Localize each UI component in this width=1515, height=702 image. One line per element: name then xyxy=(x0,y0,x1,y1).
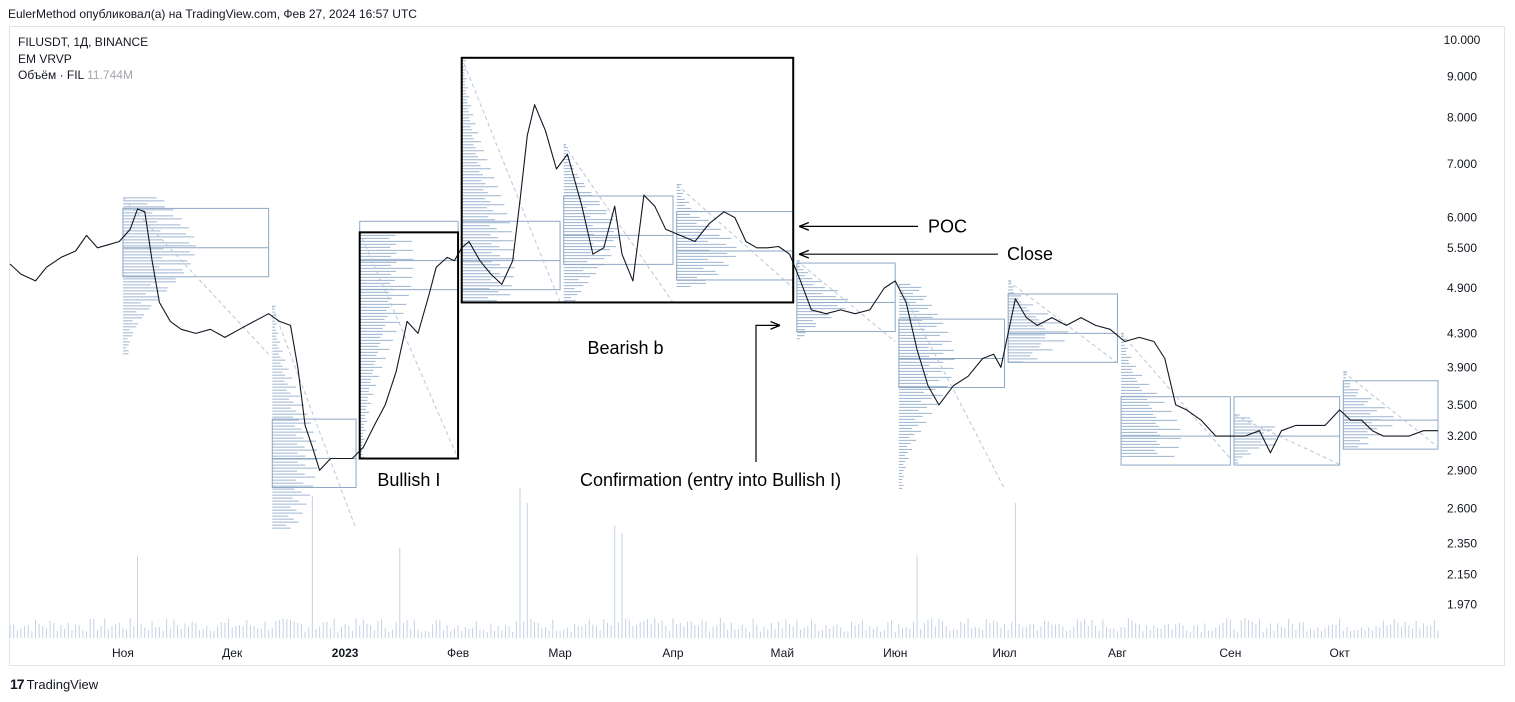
indicator-name: EM VRVP xyxy=(18,51,72,66)
volume-profile xyxy=(1120,332,1231,466)
x-tick-label: Фев xyxy=(447,646,469,660)
value-area-box xyxy=(563,195,674,265)
x-tick-label: Окт xyxy=(1330,646,1351,660)
tradingview-logo-icon: 17 xyxy=(10,676,25,692)
confirmation-arrow xyxy=(755,325,780,462)
y-tick-label: 4.300 xyxy=(1447,326,1477,340)
volume-legend: Объём · FIL 11.744M xyxy=(18,67,148,84)
x-tick-label: Мар xyxy=(548,646,572,660)
bearish-box-label: Bearish b xyxy=(587,338,663,358)
y-tick-label: 3.900 xyxy=(1447,360,1477,374)
confirmation-label: Confirmation (entry into Bullish I) xyxy=(580,470,841,490)
volume-value: 11.744M xyxy=(87,68,133,82)
y-axis: 10.000 9.000 8.000 7.000 6.000 5.500 4.900 4.30… xyxy=(1444,33,1481,612)
price-line-group xyxy=(9,104,1438,471)
tradingview-brand: TradingView xyxy=(26,676,99,692)
profile-trend-line xyxy=(1342,371,1439,448)
volume-profile xyxy=(359,220,459,459)
y-tick-label: 1.970 xyxy=(1447,598,1477,612)
x-tick-label: Сен xyxy=(1219,646,1241,660)
symbol-title: FILUSDT, 1Д, BINANCE xyxy=(18,35,149,49)
x-axis: Ноя Дек 2023 Фев Мар Апр Май Июн Июл Авг Сен Окт xyxy=(112,646,1350,660)
y-tick-label: 5.500 xyxy=(1447,241,1477,255)
y-tick-label: 3.500 xyxy=(1447,398,1477,412)
y-tick-label: 2.150 xyxy=(1447,567,1477,581)
profile-trend-line xyxy=(1007,280,1118,364)
value-area-box xyxy=(1007,293,1118,363)
x-tick-label: Июн xyxy=(883,646,907,660)
profile-trend-line xyxy=(898,284,1005,490)
y-tick-label: 2.900 xyxy=(1447,463,1477,477)
x-tick-label: Май xyxy=(771,646,795,660)
volume-profile xyxy=(122,197,270,355)
y-tick-label: 8.000 xyxy=(1447,111,1477,125)
value-area-box xyxy=(1342,380,1439,450)
x-tick-label: Июл xyxy=(992,646,1016,660)
annotation-boxes xyxy=(358,56,795,460)
volume-profile xyxy=(271,305,357,530)
annotation-box xyxy=(460,56,795,304)
chart-legend: FILUSDT, 1Д, BINANCE EM VRVP Объём · FIL… xyxy=(18,34,148,84)
volume-profile xyxy=(563,144,674,303)
y-tick-label: 2.600 xyxy=(1447,501,1477,515)
profile-trend-line xyxy=(359,232,459,459)
volume-profile xyxy=(898,283,1005,490)
y-tick-label: 4.900 xyxy=(1447,281,1477,295)
annotation-box xyxy=(358,231,460,460)
annotation-labels: POC Close Bullish I Bearish b Confirmation (… xyxy=(377,216,1053,490)
value-area-box xyxy=(1233,396,1341,466)
profile-trend-line xyxy=(461,57,561,303)
y-tick-label: 9.000 xyxy=(1447,70,1477,84)
chart-frame xyxy=(9,26,1505,666)
footer-branding[interactable]: 17 TradingView xyxy=(10,676,98,692)
volume-profiles xyxy=(122,57,1439,530)
x-tick-label: 2023 xyxy=(332,646,359,660)
x-tick-label: Ноя xyxy=(112,646,134,660)
poc-label: POC xyxy=(928,216,967,236)
y-tick-label: 10.000 xyxy=(1444,33,1481,47)
value-area-box xyxy=(1120,396,1231,466)
y-tick-label: 6.000 xyxy=(1447,211,1477,225)
volume-profile xyxy=(796,260,896,342)
value-area-box xyxy=(676,211,794,281)
x-tick-label: Дек xyxy=(222,646,243,660)
value-area-box xyxy=(122,207,270,278)
profile-trend-line xyxy=(563,144,674,303)
profile-trend-line xyxy=(796,260,896,342)
x-tick-label: Авг xyxy=(1108,646,1127,660)
y-tick-label: 2.350 xyxy=(1447,536,1477,550)
value-area-box xyxy=(271,418,357,489)
volume-profile xyxy=(1342,371,1439,450)
volume-profile xyxy=(676,183,794,289)
y-tick-label: 3.200 xyxy=(1447,429,1477,443)
bullish-box-label: Bullish I xyxy=(377,470,440,490)
profile-trend-line xyxy=(676,184,794,289)
volume-bars xyxy=(9,488,1439,638)
volume-label: Объём · FIL xyxy=(18,68,84,82)
y-tick-label: 7.000 xyxy=(1447,157,1477,171)
x-tick-label: Апр xyxy=(662,646,684,660)
publisher-header: EulerMethod опубликовал(а) на TradingVie… xyxy=(8,7,417,21)
profile-trend-line xyxy=(1233,414,1340,465)
price-line xyxy=(9,104,1438,471)
volume-profile xyxy=(1233,396,1341,466)
value-area-box xyxy=(796,262,896,332)
annotation-arrows xyxy=(755,226,998,462)
volume-profile xyxy=(1007,280,1118,364)
profile-trend-line xyxy=(122,197,270,355)
profile-trend-line xyxy=(271,305,357,530)
close-label: Close xyxy=(1007,244,1053,264)
